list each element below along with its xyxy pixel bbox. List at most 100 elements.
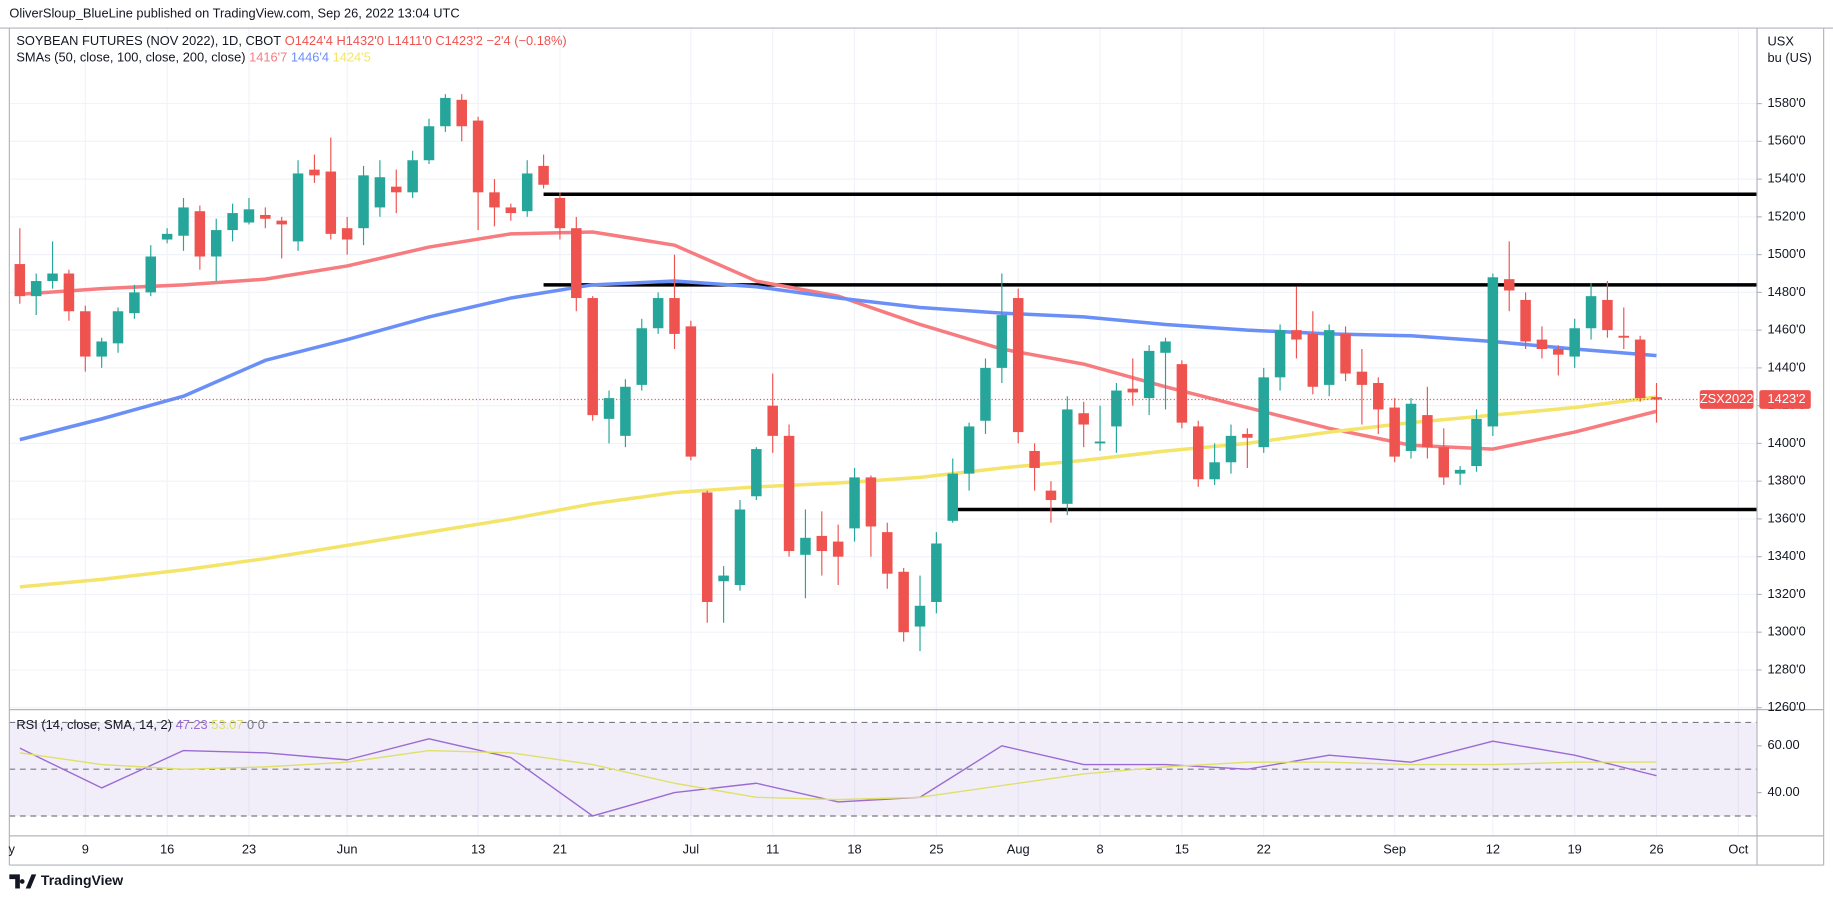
candle-body	[603, 398, 615, 419]
candle-body	[538, 165, 549, 185]
rsi-line	[19, 738, 1657, 817]
frame	[0, 27, 1833, 866]
currency: USX	[1768, 33, 1795, 48]
unit: bu (US)	[1768, 50, 1812, 65]
candle-body	[783, 435, 795, 552]
candle-body	[243, 209, 255, 223]
y-tick-label: 1400'0	[1768, 435, 1806, 450]
candle-body	[1438, 447, 1450, 478]
sma-legend: SMAs (50, close, 100, close, 200, close)…	[16, 50, 370, 65]
candle-body	[849, 477, 860, 529]
candle-body	[1602, 299, 1613, 331]
candle-body	[898, 571, 909, 633]
candle-body	[996, 315, 1008, 368]
candle-body	[1291, 330, 1302, 340]
candle-body	[456, 99, 467, 127]
candle-body	[374, 177, 386, 208]
candle-body	[30, 281, 42, 297]
candle-body	[1045, 490, 1057, 501]
footer-brand: TradingView	[41, 872, 123, 888]
candle-body	[96, 341, 107, 357]
candle-body	[1536, 339, 1548, 350]
logo	[9, 874, 37, 889]
candle-body	[1373, 382, 1384, 410]
x-tick-label: y	[8, 841, 15, 856]
candle-body	[1062, 409, 1073, 504]
y-tick-label: 1340'0	[1768, 548, 1806, 563]
x-tick-label: 23	[242, 841, 256, 856]
candle-body	[309, 169, 320, 176]
candle-body	[129, 292, 140, 314]
sma-line	[19, 230, 1657, 451]
candle-body	[1209, 462, 1220, 480]
candle-body	[1553, 349, 1564, 355]
candle-body	[832, 541, 844, 557]
sma-title: SMAs (50, close, 100, close, 200, close)	[16, 50, 245, 65]
candles	[9, 94, 1758, 652]
candle-body	[1012, 298, 1024, 433]
candle-body	[358, 175, 369, 229]
candle-body	[1585, 296, 1597, 329]
sma-line	[19, 395, 1657, 589]
candle-body	[571, 228, 582, 299]
rsi-line	[19, 749, 1657, 801]
x-tick-label: 13	[471, 841, 485, 856]
candle-body	[1258, 377, 1269, 448]
x-tick-label: Aug	[1007, 841, 1030, 856]
candle-body	[1503, 279, 1515, 291]
candle-body	[292, 173, 304, 242]
footer-logo	[9, 874, 37, 889]
candle-body	[751, 449, 762, 497]
x-tick-label: 16	[160, 841, 174, 856]
candle-body	[1274, 330, 1286, 378]
rsi-tick-label: 60.00	[1768, 737, 1800, 752]
candle-body	[440, 97, 451, 127]
candle-body	[1176, 364, 1188, 423]
candle-body	[1160, 341, 1171, 353]
candle-body	[1389, 407, 1400, 457]
candle-body	[1127, 388, 1139, 393]
candle-body	[701, 492, 713, 602]
candle-body	[718, 575, 729, 582]
candle-body	[1454, 469, 1466, 474]
y-tick-label: 1320'0	[1768, 586, 1806, 601]
published-note: OliverSloup_BlueLine published on Tradin…	[9, 5, 459, 20]
candle-body	[816, 535, 828, 552]
price-badge	[1759, 390, 1811, 409]
candle-body	[800, 537, 811, 555]
candle-body	[260, 214, 271, 219]
candle-body	[407, 160, 418, 193]
symbol-badge	[1699, 390, 1754, 409]
candle-body	[1192, 426, 1204, 480]
y-tick-label: 1260'0	[1768, 699, 1806, 714]
candle-body	[554, 197, 566, 229]
legend-entry: 0	[258, 717, 265, 732]
candle-body	[882, 532, 893, 574]
rsi-legend: RSI (14, close, SMA, 14, 2) 47.23 53.07 …	[16, 717, 265, 732]
x-tick-label: Sep	[1383, 841, 1406, 856]
candle-body	[652, 298, 664, 329]
x-tick-label: 8	[1096, 841, 1103, 856]
legend-entry: 1424'5	[333, 50, 371, 65]
ohlc-values: O1424'4 H1432'0 L1411'0 C1423'2 −2'4 (−0…	[285, 33, 567, 48]
candle-body	[521, 173, 533, 212]
candle-body	[341, 228, 353, 240]
candle-body	[472, 120, 484, 193]
x-tick-label: 22	[1257, 841, 1271, 856]
candle-body	[161, 233, 173, 240]
candle-body	[423, 126, 435, 161]
candle-body	[1520, 299, 1531, 342]
candle-body	[1323, 330, 1335, 385]
candle-body	[685, 326, 697, 457]
candle-body	[194, 211, 206, 257]
candle-body	[47, 273, 58, 282]
y-tick-label: 1380'0	[1768, 473, 1806, 488]
candle-body	[1225, 435, 1237, 463]
candle-body	[1651, 397, 1662, 400]
candle-body	[1094, 441, 1106, 444]
x-tick-label: Oct	[1728, 841, 1748, 856]
rsi-title: RSI (14, close, SMA, 14, 2)	[16, 717, 172, 732]
candle-body	[1405, 403, 1417, 451]
legend-entry: 53.07	[211, 717, 243, 732]
